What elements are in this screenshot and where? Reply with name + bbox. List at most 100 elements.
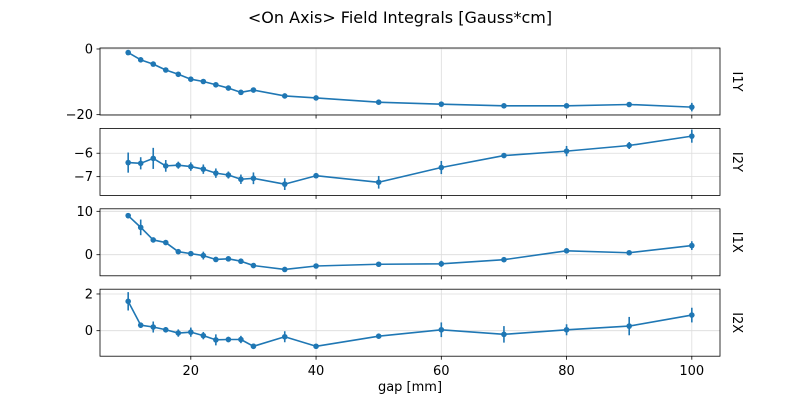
data-point bbox=[137, 322, 144, 328]
gridlines bbox=[100, 208, 720, 276]
data-point bbox=[313, 95, 319, 101]
data-point bbox=[250, 87, 257, 93]
data-point bbox=[125, 212, 131, 219]
data-point bbox=[626, 142, 632, 149]
y-tick-label: 0 bbox=[85, 324, 93, 339]
data-point bbox=[125, 298, 131, 305]
data-point bbox=[213, 81, 219, 88]
data-point bbox=[501, 103, 507, 109]
data-point bbox=[563, 326, 570, 333]
y-axis-label-I1X: I1X bbox=[729, 232, 744, 253]
y-tick-label: −7 bbox=[74, 170, 93, 185]
data-point bbox=[501, 256, 507, 263]
gridlines bbox=[100, 128, 720, 196]
data-point bbox=[188, 329, 194, 335]
data-point bbox=[375, 179, 382, 186]
data-point bbox=[626, 249, 632, 256]
data-point bbox=[125, 49, 131, 56]
x-tick-label: 100 bbox=[679, 364, 704, 379]
data-point bbox=[563, 248, 570, 254]
data-point bbox=[162, 67, 169, 73]
data-point bbox=[137, 160, 144, 167]
x-tick-label: 20 bbox=[183, 364, 200, 379]
data-point bbox=[438, 261, 445, 267]
data-point bbox=[175, 162, 182, 168]
x-tick-label: 80 bbox=[558, 364, 575, 379]
data-point bbox=[200, 252, 207, 259]
subplot-I1X: 10 0 I1X bbox=[76, 205, 744, 280]
data-point bbox=[563, 103, 570, 109]
data-point bbox=[175, 330, 182, 336]
data-point bbox=[375, 261, 382, 268]
x-tick-label: 60 bbox=[433, 364, 450, 379]
data-point bbox=[225, 256, 232, 262]
markers bbox=[125, 133, 695, 187]
subplot-I1Y: 0 −20 I1Y bbox=[66, 42, 744, 123]
y-tick-label: 2 bbox=[85, 287, 93, 302]
data-point bbox=[563, 148, 570, 154]
data-point bbox=[626, 101, 632, 108]
data-point bbox=[150, 61, 157, 67]
data-point bbox=[238, 89, 244, 96]
chart-title: <On Axis> Field Integrals [Gauss*cm] bbox=[248, 8, 552, 27]
series-line-I1Y bbox=[127, 51, 692, 108]
data-point bbox=[281, 266, 288, 273]
data-point bbox=[162, 326, 169, 333]
data-point bbox=[281, 181, 288, 187]
data-point bbox=[188, 163, 194, 170]
data-point bbox=[689, 104, 695, 110]
tick-marks bbox=[96, 293, 693, 360]
y-tick-label: −20 bbox=[66, 108, 93, 123]
data-point bbox=[438, 326, 445, 333]
y-axis-label-I2X: I2X bbox=[729, 312, 744, 333]
y-axis-label-I2Y: I2Y bbox=[729, 152, 744, 172]
data-point bbox=[689, 312, 695, 318]
series-line-I2X bbox=[127, 300, 692, 348]
data-point bbox=[281, 93, 288, 99]
data-point bbox=[137, 224, 144, 231]
data-point bbox=[225, 85, 232, 91]
data-point bbox=[200, 332, 207, 339]
y-tick-label: 10 bbox=[76, 205, 93, 220]
data-point bbox=[313, 263, 319, 269]
gridlines bbox=[100, 289, 720, 357]
error-bars bbox=[127, 213, 693, 271]
series-line-I1X bbox=[127, 215, 692, 271]
markers bbox=[125, 298, 695, 350]
data-point bbox=[238, 176, 244, 183]
data-point bbox=[281, 333, 288, 340]
x-tick-label: 40 bbox=[308, 364, 325, 379]
data-point bbox=[626, 323, 632, 329]
tick-marks bbox=[96, 48, 693, 119]
y-tick-label: −6 bbox=[74, 147, 93, 162]
axes-frame bbox=[99, 208, 721, 277]
tick-marks bbox=[96, 210, 693, 280]
data-point bbox=[438, 164, 445, 171]
data-point bbox=[313, 343, 319, 350]
data-point bbox=[150, 237, 157, 243]
data-point bbox=[689, 242, 695, 249]
data-point bbox=[225, 336, 232, 343]
data-point bbox=[238, 336, 244, 343]
data-point bbox=[125, 159, 131, 166]
data-point bbox=[501, 331, 507, 338]
data-point bbox=[175, 71, 182, 78]
data-point bbox=[250, 175, 257, 182]
data-point bbox=[213, 256, 219, 263]
data-point bbox=[375, 333, 382, 339]
data-point bbox=[200, 78, 207, 85]
error-bars bbox=[127, 129, 693, 191]
data-point bbox=[250, 262, 257, 269]
data-point bbox=[213, 170, 219, 176]
markers bbox=[125, 49, 695, 110]
data-point bbox=[137, 57, 144, 63]
data-point bbox=[238, 258, 244, 265]
x-axis-label: gap [mm] bbox=[378, 380, 442, 395]
y-tick-label: 0 bbox=[85, 248, 93, 263]
data-point bbox=[313, 172, 319, 179]
data-point bbox=[438, 101, 445, 107]
